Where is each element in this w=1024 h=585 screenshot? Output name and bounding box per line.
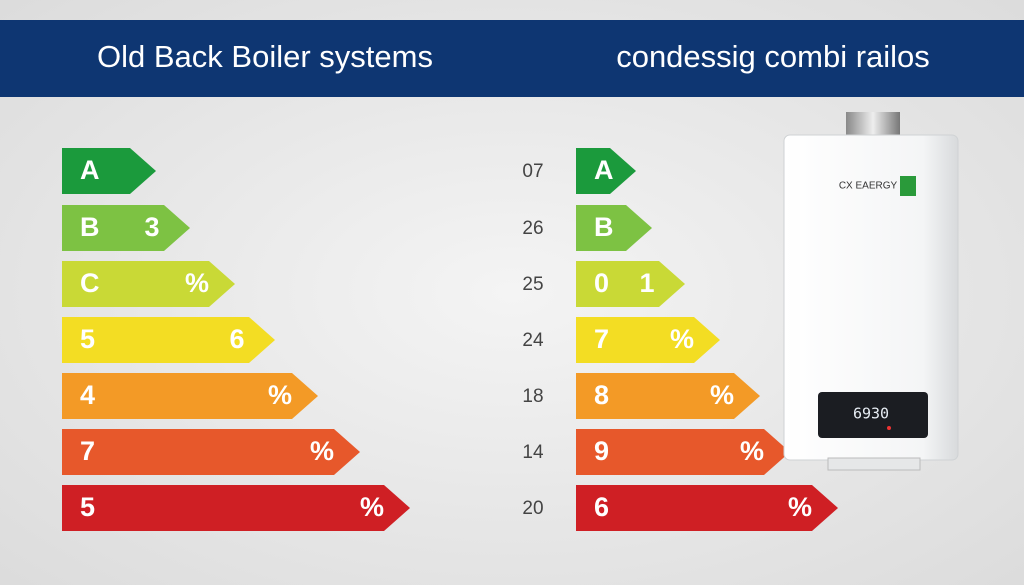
rating-number: 18 [522,386,543,407]
rating-note: % [185,268,209,298]
rating-bar [576,148,636,194]
rating-bar [576,261,685,307]
rating-label: 4 [80,380,95,410]
boiler: CX EAERGY 6930 [783,112,959,471]
rating-number: 20 [522,498,543,519]
rating-note: 6 [229,324,244,354]
left-title: Old Back Boiler systems [97,39,433,74]
flue-pipe [846,112,900,138]
boiler-base [827,457,921,471]
rating-bar [62,148,156,194]
rating-note: % [670,324,694,354]
header-band [0,20,1024,97]
rating-bar [576,485,838,531]
rating-note: % [268,380,292,410]
control-panel [818,392,928,438]
rating-bar [62,429,360,475]
rating-bar [62,205,190,251]
rating-note: % [360,492,384,522]
rating-bar [576,317,720,363]
rating-label: B [80,212,100,242]
rating-note: % [788,492,812,522]
rating-bar [576,205,652,251]
right-title: condessig combi railos [616,39,930,74]
rating-bar [576,373,760,419]
rating-note: % [310,436,334,466]
rating-number: 25 [522,274,543,295]
rating-label: 5 [80,324,95,354]
rating-label: 6 [594,492,609,522]
rating-label: C [80,268,100,298]
rating-label: 0 [594,268,609,298]
rating-note: 1 [639,268,654,298]
display: 6930 [853,405,889,423]
rating-number: 26 [522,218,543,239]
rating-bar [62,317,275,363]
rating-bar [62,485,410,531]
rating-label: B [594,212,614,242]
rating-number: 07 [522,161,543,182]
rating-note: 3 [144,212,159,242]
rating-note: % [740,436,764,466]
rating-label: 8 [594,380,609,410]
rating-label: 9 [594,436,609,466]
rating-number: 24 [522,330,544,351]
rating-number: 14 [522,442,544,463]
indicator [887,426,891,430]
rating-bar [62,261,235,307]
brand: CX EAERGY [839,181,898,192]
rating-bar [62,373,318,419]
rating-label: A [80,155,100,185]
rating-label: 5 [80,492,95,522]
rating-label: 7 [594,324,609,354]
brand-logo [900,176,916,196]
rating-label: A [594,155,614,185]
rating-bar [576,429,790,475]
rating-label: 7 [80,436,95,466]
rating-note: % [710,380,734,410]
